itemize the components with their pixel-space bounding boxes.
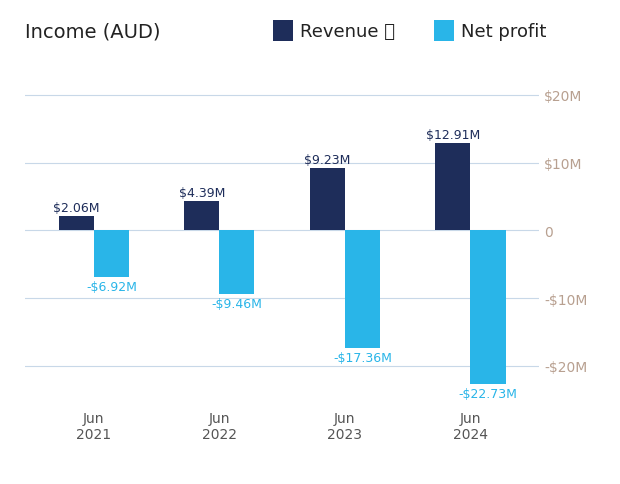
Bar [345,231,380,348]
Bar [471,231,505,384]
Text: -$6.92M: -$6.92M [86,280,137,293]
Text: -$17.36M: -$17.36M [333,351,392,364]
Text: $4.39M: $4.39M [179,186,225,199]
Text: Net profit: Net profit [461,22,547,41]
Text: Revenue ⓘ: Revenue ⓘ [300,22,395,41]
Text: $2.06M: $2.06M [53,202,100,215]
Bar [184,201,219,231]
Bar [310,168,345,231]
Bar [59,217,94,231]
Text: -$9.46M: -$9.46M [211,298,262,311]
Bar [435,144,471,231]
Text: -$22.73M: -$22.73M [459,387,517,400]
Text: $9.23M: $9.23M [304,153,350,166]
Bar [94,231,129,278]
Text: $12.91M: $12.91M [426,129,480,142]
Text: Income (AUD): Income (AUD) [25,22,161,41]
Bar [219,231,254,295]
